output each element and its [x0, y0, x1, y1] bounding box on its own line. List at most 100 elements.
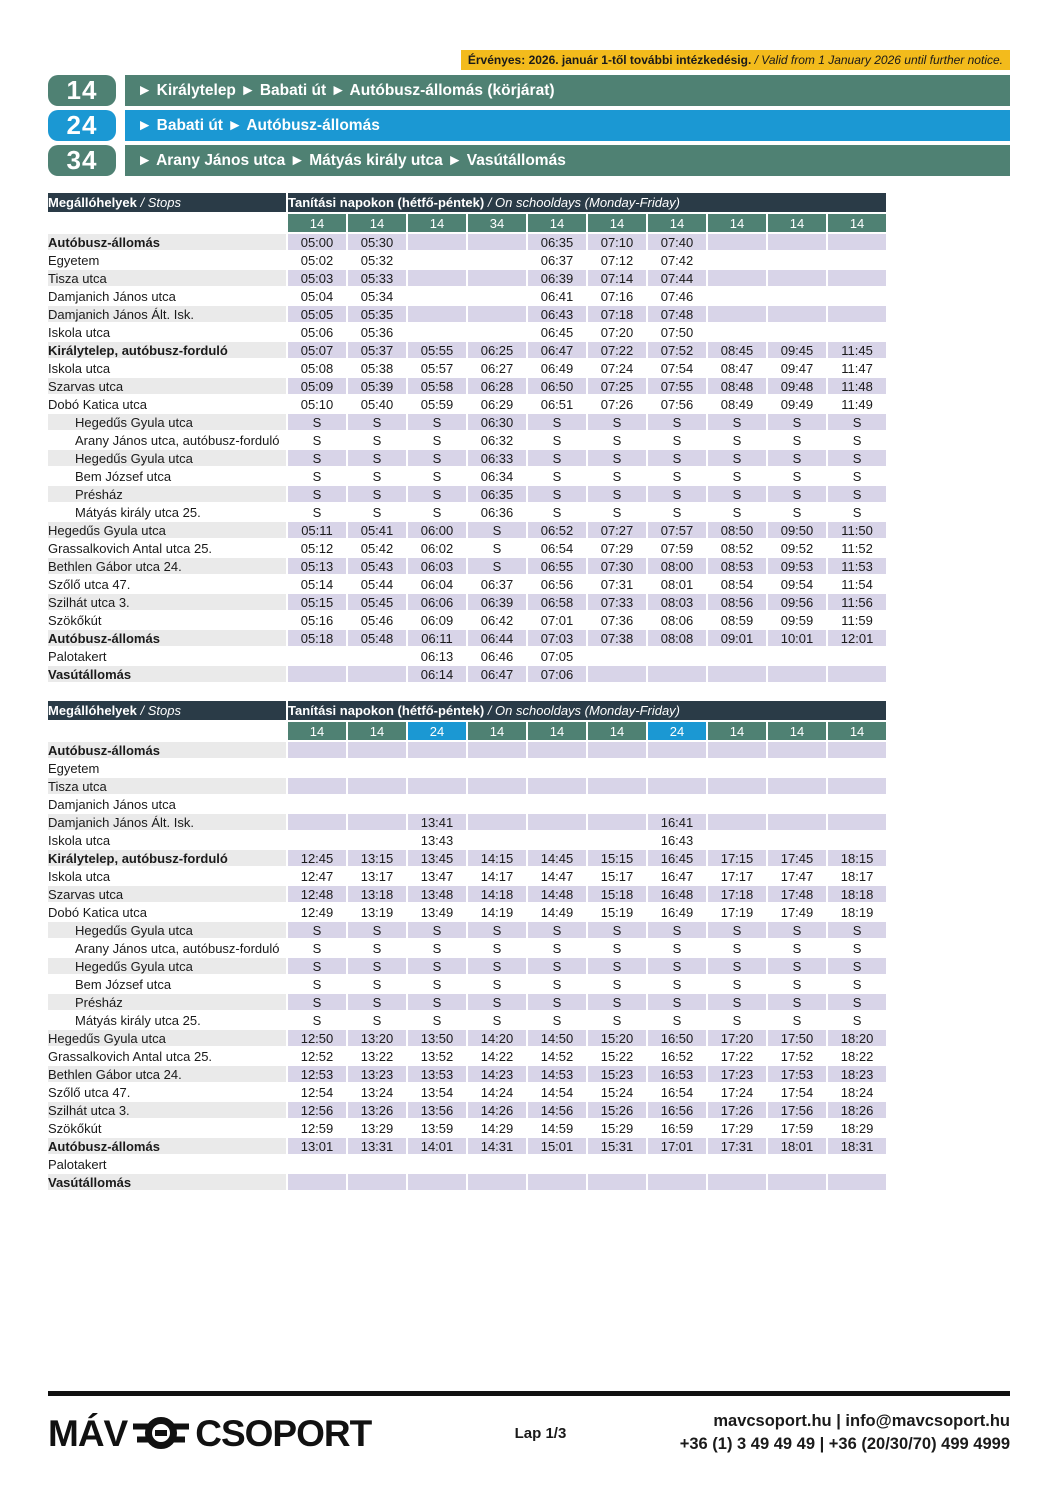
time-cell: S	[792, 468, 802, 484]
time-cell: 17:20	[708, 1030, 766, 1046]
column-route-number-14: 14	[528, 722, 586, 740]
time-cell: 13:54	[420, 1084, 454, 1100]
time-cell: 07:14	[588, 270, 646, 286]
time-cell-empty	[468, 832, 526, 848]
time-cell: 05:42	[360, 540, 394, 556]
time-cell: 06:37	[540, 252, 574, 268]
time-cell: S	[672, 468, 682, 484]
time-cell: 08:47	[720, 360, 754, 376]
timetable-row: Autóbusz-állomás 05:18 05:48 06:11 06:44 07:0…	[48, 630, 887, 646]
stop-name: Mátyás király utca 25.	[75, 504, 201, 520]
stop-name: Présház	[48, 486, 286, 502]
validity-banner: Érvényes: 2026. január 1-től további int…	[460, 50, 1010, 70]
time-cell: 14:01	[408, 1138, 466, 1154]
time-cell-empty	[408, 288, 466, 304]
time-cell: S	[528, 958, 586, 974]
stop-name: Bem József utca	[75, 468, 172, 484]
time-cell: 12:53	[288, 1066, 346, 1082]
time-cell: 06:09	[420, 612, 454, 628]
time-cell-empty	[828, 252, 886, 268]
time-cell: 13:50	[408, 1030, 466, 1046]
time-cell: 06:30	[468, 414, 526, 430]
stop-name: Grassalkovich Antal utca 25.	[48, 540, 213, 556]
time-cell: 16:59	[660, 1120, 694, 1136]
time-cell: 08:06	[660, 612, 694, 628]
time-cell-empty	[408, 1156, 466, 1172]
time-cell: 07:29	[600, 540, 634, 556]
time-cell: 05:14	[300, 576, 334, 592]
time-cell: 14:53	[528, 1066, 586, 1082]
time-cell-empty	[828, 760, 886, 776]
time-cell: 15:26	[588, 1102, 646, 1118]
timetable-row: Vasútállomás	[48, 1174, 887, 1190]
time-cell: 07:30	[588, 558, 646, 574]
time-cell: S	[792, 976, 802, 992]
time-cell: 07:40	[648, 234, 706, 250]
time-cell: 15:20	[588, 1030, 646, 1046]
time-cell: S	[648, 414, 706, 430]
time-cell-empty	[648, 1156, 706, 1172]
time-cell: S	[648, 922, 706, 938]
time-cell: S	[852, 468, 862, 484]
time-cell-empty	[348, 778, 406, 794]
time-cell: 16:56	[648, 1102, 706, 1118]
time-cell: 06:39	[528, 270, 586, 286]
time-cell: 06:00	[408, 522, 466, 538]
time-cell-empty	[828, 234, 887, 250]
time-cell: 17:22	[720, 1048, 754, 1064]
time-cell: S	[552, 432, 562, 448]
time-cell-empty	[828, 1174, 887, 1190]
time-cell: S	[432, 940, 442, 956]
route-header-34: 34 ► Arany János utca ► Mátyás király utc…	[48, 145, 1010, 176]
time-cell: S	[552, 1012, 562, 1028]
time-cell: 05:08	[300, 360, 334, 376]
time-cell: S	[408, 414, 466, 430]
time-cell-empty	[648, 648, 706, 664]
time-cell: S	[732, 940, 742, 956]
time-cell: 07:54	[660, 360, 694, 376]
time-cell: S	[432, 1012, 442, 1028]
time-cell: 06:51	[540, 396, 574, 412]
time-cell: 05:09	[288, 378, 346, 394]
time-cell: S	[312, 940, 322, 956]
stop-name: Damjanich János Ált. Isk.	[48, 814, 286, 830]
contact-web-email: mavcsoport.hu | info@mavcsoport.hu	[713, 1412, 1010, 1430]
time-cell: 08:08	[648, 630, 706, 646]
time-cell: 17:31	[708, 1138, 766, 1154]
timetable-row: Iskola utca 13:43 16:43	[48, 832, 886, 848]
time-cell: S	[288, 958, 346, 974]
time-cell: S	[288, 994, 346, 1010]
timetable-row: Szőlő utca 47. 12:54 13:24 13:54 14:24 14:54 1…	[48, 1084, 886, 1100]
timetable-row: Présház S S S S S S S S S S	[48, 994, 887, 1010]
stop-name: Királytelep, autóbusz-forduló	[48, 850, 286, 866]
time-cell: 18:01	[768, 1138, 826, 1154]
time-cell: 14:23	[468, 1066, 526, 1082]
column-route-number-14: 14	[768, 722, 826, 740]
time-cell-empty	[828, 1156, 886, 1172]
timetable-row: Damjanich János Ált. Isk. 13:41 16:41	[48, 814, 887, 830]
time-cell: 12:56	[288, 1102, 346, 1118]
time-cell-empty	[588, 796, 646, 812]
time-cell: 12:59	[300, 1120, 334, 1136]
time-cell: 09:59	[780, 612, 814, 628]
time-cell-empty	[288, 742, 346, 758]
time-cell-empty	[468, 778, 526, 794]
time-cell-empty	[288, 1174, 346, 1190]
time-cell-empty	[828, 306, 887, 322]
timetable-afternoon: Megállóhelyek / Stops Tanítási napokon (h…	[46, 699, 888, 1192]
time-cell: 14:56	[528, 1102, 586, 1118]
time-cell: 13:52	[420, 1048, 454, 1064]
stop-name: Présház	[48, 994, 286, 1010]
stop-name: Szőlő utca 47.	[48, 576, 131, 592]
time-cell: S	[792, 504, 802, 520]
time-cell-empty	[528, 1174, 586, 1190]
time-cell: 07:12	[600, 252, 634, 268]
time-cell-empty	[408, 1174, 466, 1190]
time-cell: 12:48	[288, 886, 346, 902]
time-cell: S	[768, 958, 826, 974]
time-cell-empty	[708, 252, 766, 268]
time-cell: 07:24	[600, 360, 634, 376]
timetable-row: Szilhát utca 3. 12:56 13:26 13:56 14:26 14:56…	[48, 1102, 887, 1118]
stops-column-header: Megállóhelyek / Stops	[48, 701, 286, 720]
time-cell: 07:10	[588, 234, 646, 250]
